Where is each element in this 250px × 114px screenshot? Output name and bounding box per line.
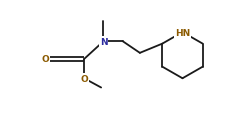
Text: O: O	[41, 55, 49, 64]
Text: HN: HN	[174, 28, 189, 37]
Text: O: O	[80, 74, 88, 83]
Text: N: N	[99, 38, 107, 46]
